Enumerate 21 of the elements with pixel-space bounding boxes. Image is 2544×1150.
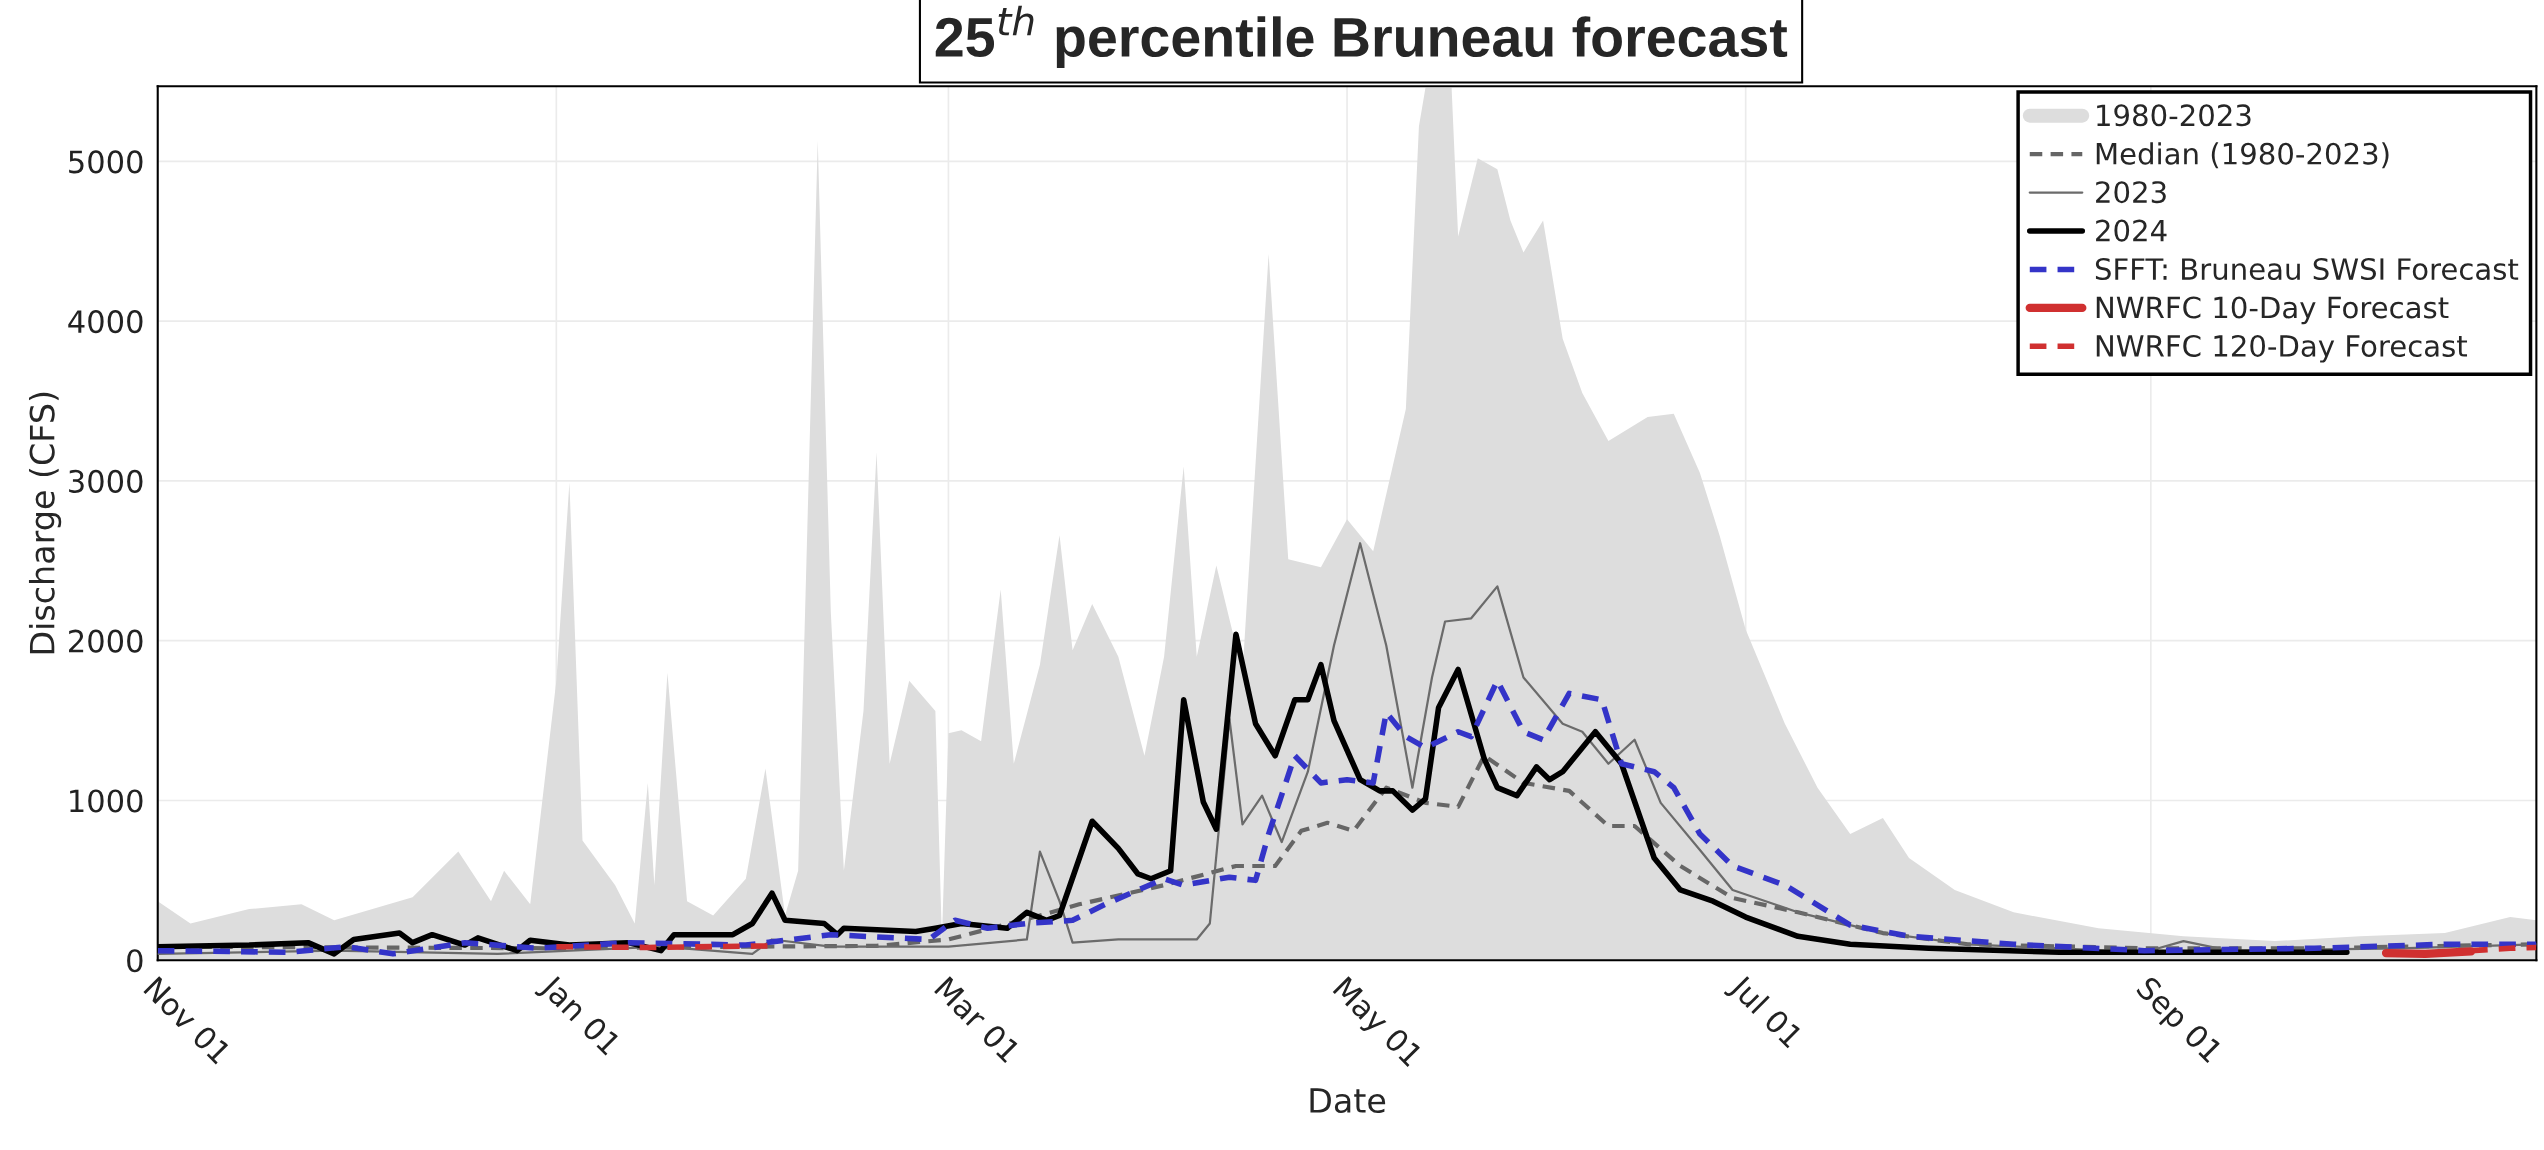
legend-label: 2023 xyxy=(2096,181,2166,204)
legend-label: 1980-2023 xyxy=(2097,104,2251,127)
y-tick-label: 5000 xyxy=(69,150,143,174)
legend-label: NWRFC 10-Day Forecast xyxy=(2096,296,2449,325)
x-tick-label: Jul 01 xyxy=(1723,972,1805,1053)
x-tick-label: Sep 01 xyxy=(2131,975,2224,1068)
y-axis-title: Discharge (CFS) xyxy=(28,392,62,654)
x-axis-title: Date xyxy=(1310,1088,1386,1114)
x-tick-label: Jan 01 xyxy=(534,972,622,1060)
y-tick-label: 3000 xyxy=(69,469,143,493)
y-tick-label: 2000 xyxy=(69,629,143,653)
x-tick-label: Nov 01 xyxy=(143,975,232,1065)
chart-title: 25$^{th}$ percentile Bruneau forecast xyxy=(935,5,1788,69)
y-tick-label: 1000 xyxy=(70,789,143,813)
y-tick-label: 4000 xyxy=(68,310,143,334)
legend-label: NWRFC 120-Day Forecast xyxy=(2096,334,2468,363)
legend-label: Median (1980-2023) xyxy=(2096,142,2389,169)
legend-label: SFFT: Bruneau SWSI Forecast xyxy=(2095,258,2519,281)
legend-label: 2024 xyxy=(2096,219,2167,242)
x-tick-label: Mar 01 xyxy=(933,975,1022,1064)
y-tick-label: 0 xyxy=(127,949,143,973)
